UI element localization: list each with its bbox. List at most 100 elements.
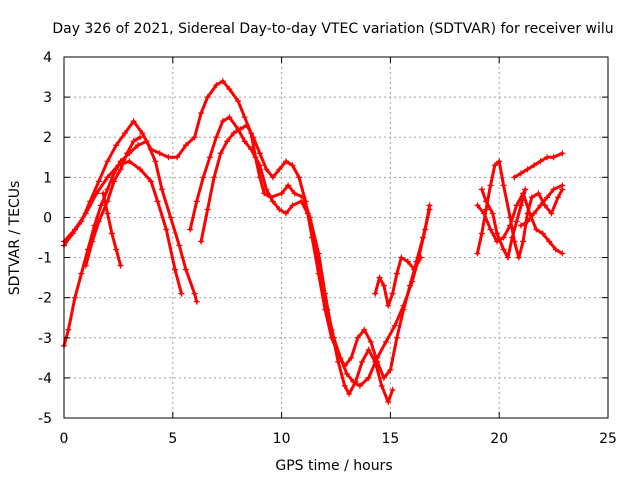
data-point-marker [335,358,342,365]
y-tick-label: -4 [38,371,52,387]
data-point-marker [524,166,531,173]
data-point-marker [198,238,205,245]
chart-title: Day 326 of 2021, Sidereal Day-to-day VTE… [52,21,613,37]
plot-frame [63,56,609,419]
x-axis-label: GPS time / hours [275,458,392,474]
data-point-marker [356,382,363,389]
data-point-marker [158,186,165,193]
data-point-marker [524,218,531,225]
series-trace [199,123,432,380]
data-point-marker [178,290,185,297]
y-tick-label: -3 [38,331,52,347]
data-point-marker [520,238,527,245]
series-trace [373,256,423,308]
data-point-marker [276,206,283,213]
data-point-marker [143,138,150,145]
data-point-marker [489,210,496,217]
data-point-marker [531,210,538,217]
data-point-marker [500,182,507,189]
data-point-marker [548,210,555,217]
y-tick-labels: 4 3 2 1 0 -1 -2 -3 -4 -5 [38,50,52,427]
data-point-marker [182,142,189,149]
data-point-marker [108,230,115,237]
data-series [61,78,566,405]
data-point-marker [261,190,268,197]
data-point-marker [496,158,503,165]
data-point-marker [491,162,498,169]
data-point-marker [380,374,387,381]
data-point-marker [126,158,133,165]
data-point-marker [224,138,231,145]
data-point-marker [343,370,350,377]
data-point-marker [483,206,490,213]
data-point-marker [367,338,374,345]
data-point-marker [100,190,107,197]
data-point-marker [335,350,342,357]
data-point-marker [65,326,72,333]
data-point-marker [163,226,170,233]
data-point-marker [517,222,524,229]
series-track-e [100,190,124,269]
data-point-marker [531,162,538,169]
data-point-marker [176,242,183,249]
data-point-marker [285,182,292,189]
data-point-marker [256,162,263,169]
data-point-marker [137,166,144,173]
data-point-marker [348,354,355,361]
data-point-marker [104,174,111,181]
data-point-marker [148,178,155,185]
axis-ticks [63,56,609,419]
data-point-marker [282,210,289,217]
data-point-marker [289,162,296,169]
data-point-marker [139,130,146,137]
series-track-d [82,134,144,269]
series-trace [475,159,564,260]
data-point-marker [500,246,507,253]
data-point-marker [389,386,396,393]
data-point-marker [174,154,181,161]
data-point-marker [385,398,392,405]
data-point-marker [341,362,348,369]
data-point-marker [204,94,211,101]
data-point-marker [478,230,485,237]
data-point-marker [241,138,248,145]
data-point-marker [426,206,433,213]
data-point-marker [533,226,540,233]
data-point-marker [113,246,120,253]
data-point-marker [378,382,385,389]
data-point-marker [289,202,296,209]
data-point-marker [511,174,518,181]
data-point-marker [87,198,94,205]
data-point-marker [350,378,357,385]
data-point-marker [219,118,226,125]
data-point-marker [206,154,213,161]
grid [64,57,608,418]
data-point-marker [513,218,520,225]
data-point-marker [156,150,163,157]
data-point-marker [400,306,407,313]
data-point-marker [411,266,418,273]
data-point-marker [480,210,487,217]
data-point-marker [507,222,514,229]
data-point-marker [243,122,250,129]
data-point-marker [130,138,137,145]
data-point-marker [387,366,394,373]
data-point-marker [278,190,285,197]
data-point-marker [104,158,111,165]
series-track-m [517,182,566,229]
data-point-marker [200,174,207,181]
data-point-marker [398,254,405,261]
data-point-marker [78,218,85,225]
series-track-c [61,138,200,349]
data-point-marker [191,290,198,297]
data-point-marker [537,202,544,209]
data-point-marker [417,254,424,261]
data-point-marker [226,86,233,93]
series-trace [62,139,199,348]
data-point-marker [121,130,128,137]
data-point-marker [250,134,257,141]
data-point-marker [554,194,561,201]
data-point-marker [124,150,131,157]
data-point-marker [385,302,392,309]
data-point-marker [154,198,161,205]
